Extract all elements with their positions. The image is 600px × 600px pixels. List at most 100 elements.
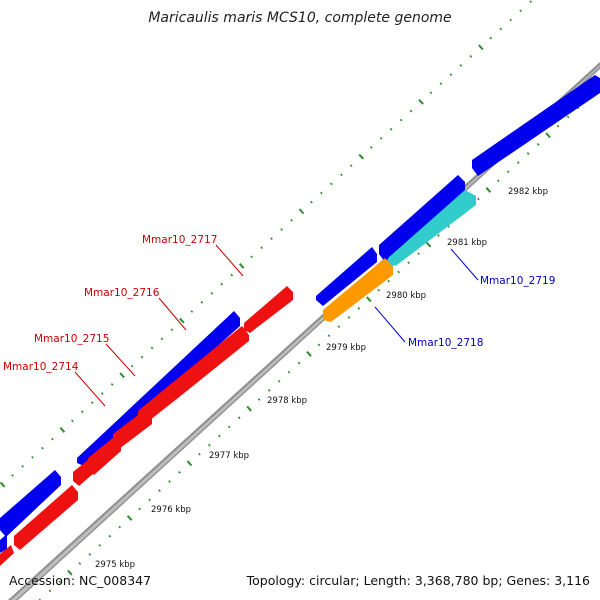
leader-line bbox=[215, 244, 244, 277]
minor-tick-dot bbox=[526, 152, 530, 155]
tick-label-2979: 2979 kbp bbox=[326, 343, 366, 353]
gene-label-mmar10-2718[interactable]: Mmar10_2718 bbox=[408, 337, 483, 349]
tick-label-2976: 2976 kbp bbox=[151, 505, 191, 515]
minor-tick-dot bbox=[11, 474, 14, 477]
minor-tick-dot bbox=[140, 355, 144, 359]
gene-label-leaders bbox=[74, 244, 479, 407]
minor-tick-dot bbox=[158, 489, 161, 493]
minor-tick-dot bbox=[148, 498, 151, 502]
major-tick bbox=[485, 187, 492, 193]
gene-label-mmar10-2715[interactable]: Mmar10_2715 bbox=[34, 333, 109, 345]
gene-label-mmar10-2719[interactable]: Mmar10_2719 bbox=[480, 275, 555, 287]
minor-tick-dot bbox=[387, 279, 391, 283]
cds-reverse[interactable] bbox=[0, 545, 14, 566]
cds-reverse[interactable] bbox=[88, 437, 121, 475]
minor-tick-dot bbox=[357, 307, 361, 310]
minor-tick-dot bbox=[237, 416, 241, 420]
minor-tick-dot bbox=[208, 443, 211, 447]
minor-tick-dot bbox=[509, 18, 513, 22]
topology-summary: Topology: circular; Length: 3,368,780 bp… bbox=[246, 573, 590, 588]
major-tick bbox=[306, 351, 312, 357]
major-ticks bbox=[0, 44, 551, 576]
major-tick bbox=[186, 460, 193, 467]
major-tick bbox=[59, 427, 66, 433]
minor-tick-dot bbox=[496, 179, 500, 183]
minor-tick-dot bbox=[377, 288, 381, 292]
cds-forward[interactable] bbox=[0, 470, 61, 537]
minor-tick-dot bbox=[78, 562, 82, 565]
minor-tick-dot bbox=[327, 334, 331, 338]
cds-reverse[interactable] bbox=[14, 485, 78, 550]
cds-reverse[interactable] bbox=[113, 409, 152, 449]
major-tick bbox=[0, 481, 6, 488]
minor-tick-dot bbox=[218, 434, 221, 438]
minor-tick-dot bbox=[407, 261, 410, 265]
minor-tick-dot bbox=[320, 191, 323, 195]
major-tick bbox=[67, 569, 73, 576]
minor-tick-dot bbox=[566, 115, 570, 119]
minor-tick-dot bbox=[260, 246, 263, 250]
major-tick bbox=[126, 515, 133, 521]
tick-label-2978: 2978 kbp bbox=[267, 396, 307, 406]
minor-tick-dot bbox=[170, 328, 174, 332]
gene-orange[interactable] bbox=[323, 258, 393, 322]
minor-tick-dot bbox=[337, 325, 341, 328]
cds-forward[interactable] bbox=[472, 75, 600, 176]
minor-tick-dot bbox=[267, 389, 271, 392]
leader-line bbox=[158, 297, 187, 331]
minor-tick-dot bbox=[297, 361, 301, 365]
gene-label-mmar10-2717[interactable]: Mmar10_2717 bbox=[142, 234, 217, 246]
minor-tick-dot bbox=[280, 228, 283, 231]
minor-tick-dot bbox=[227, 425, 231, 429]
minor-tick-dot bbox=[100, 392, 104, 395]
minor-tick-dot bbox=[397, 270, 400, 274]
minor-tick-dot bbox=[220, 282, 224, 286]
cds-forward[interactable] bbox=[0, 534, 7, 553]
cds-reverse[interactable] bbox=[73, 459, 94, 486]
leader-line bbox=[74, 371, 106, 407]
gene-label-mmar10-2714[interactable]: Mmar10_2714 bbox=[3, 361, 79, 373]
minor-tick-dot bbox=[150, 346, 154, 350]
major-tick bbox=[358, 153, 365, 160]
minor-tick-dot bbox=[340, 173, 343, 177]
cds-reverse[interactable] bbox=[172, 326, 249, 398]
cds-reverse[interactable] bbox=[244, 286, 293, 333]
minor-tick-dot bbox=[200, 301, 204, 304]
major-tick bbox=[246, 405, 252, 412]
minor-tick-dot bbox=[310, 200, 313, 204]
minor-tick-dot bbox=[51, 437, 54, 441]
minor-tick-dots bbox=[11, 0, 600, 600]
minor-tick-dot bbox=[257, 398, 261, 401]
cds-forward-long[interactable] bbox=[77, 311, 240, 466]
cds-forward[interactable] bbox=[379, 175, 465, 262]
minor-tick-dot bbox=[250, 255, 253, 259]
minor-tick-dot bbox=[198, 452, 201, 456]
minor-tick-dot bbox=[71, 419, 74, 423]
minor-tick-dot bbox=[41, 446, 44, 450]
minor-tick-dot bbox=[429, 91, 433, 95]
minor-tick-dot bbox=[469, 54, 473, 58]
scale-tick-labels: 2975 kbp 2976 kbp 2977 kbp 2978 kbp 2979… bbox=[95, 187, 548, 570]
major-tick bbox=[425, 241, 432, 248]
minor-tick-dot bbox=[379, 137, 383, 140]
gene-label-mmar10-2716[interactable]: Mmar10_2716 bbox=[84, 287, 160, 299]
minor-tick-dot bbox=[399, 118, 403, 122]
cds-forward[interactable] bbox=[316, 247, 377, 306]
minor-tick-dot bbox=[439, 82, 443, 86]
minor-tick-dot bbox=[477, 197, 480, 201]
minor-tick-dot bbox=[349, 164, 353, 168]
minor-tick-dot bbox=[110, 383, 114, 386]
major-tick bbox=[119, 372, 125, 379]
minor-tick-dot bbox=[210, 291, 214, 295]
minor-tick-dot bbox=[118, 525, 122, 529]
minor-tick-dot bbox=[48, 589, 52, 593]
minor-tick-dot bbox=[178, 471, 181, 474]
gene-cyan[interactable] bbox=[388, 190, 476, 267]
minor-tick-dot bbox=[506, 170, 510, 174]
leader-line bbox=[450, 248, 479, 281]
reverse-strand-features bbox=[0, 190, 476, 566]
minor-tick-dot bbox=[536, 143, 540, 146]
minor-tick-dot bbox=[98, 543, 102, 547]
minor-tick-dot bbox=[449, 73, 453, 76]
accession-text: Accession: NC_008347 bbox=[9, 573, 152, 588]
